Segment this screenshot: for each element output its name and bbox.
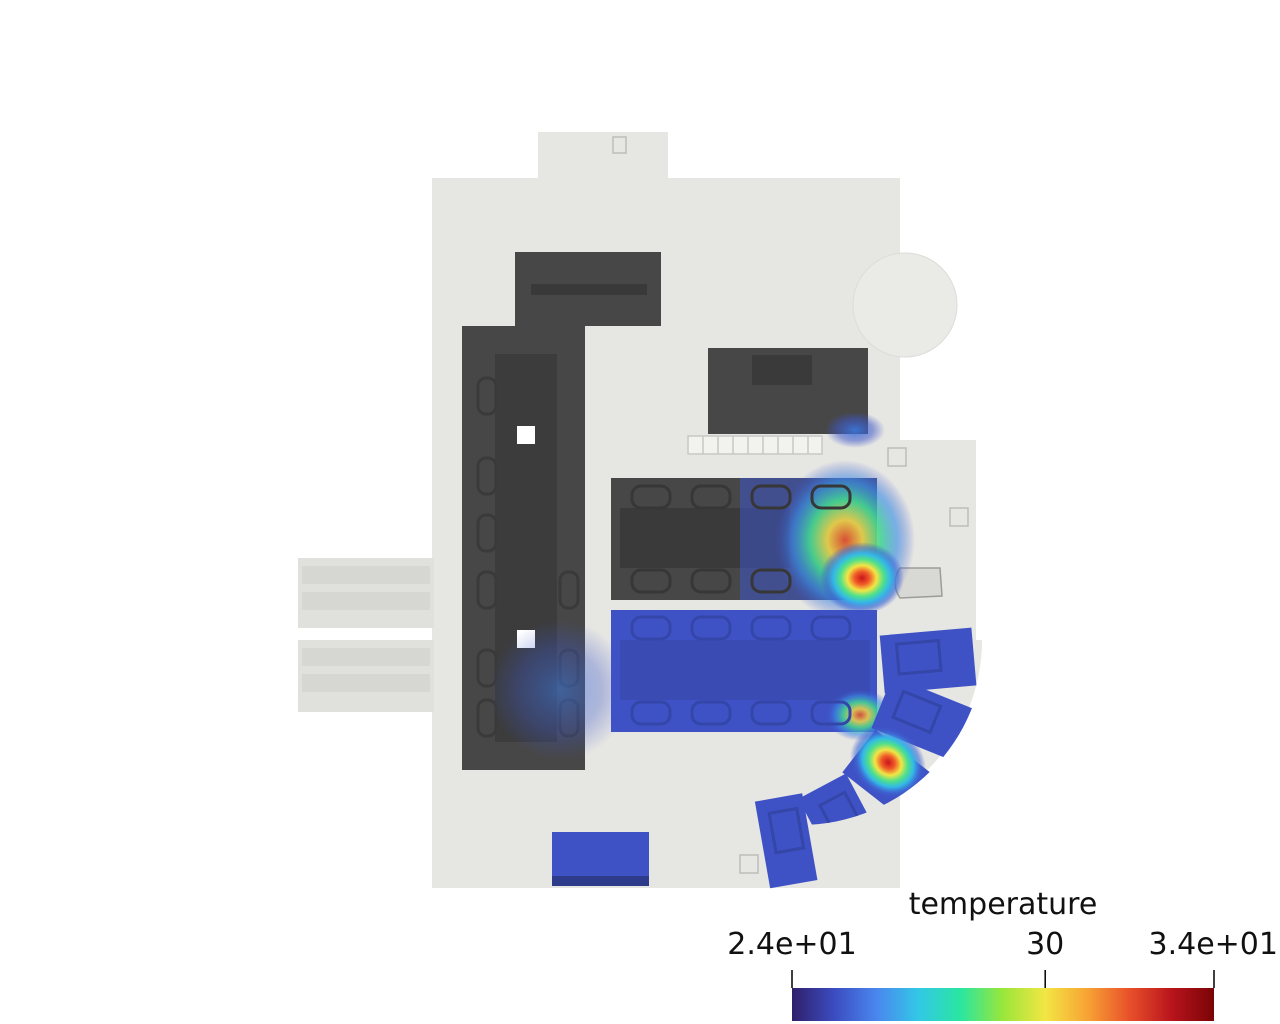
colorbar-gradient bbox=[792, 988, 1214, 1021]
conference-table-2 bbox=[611, 610, 894, 741]
radial-desk-2 bbox=[871, 676, 976, 762]
small-box bbox=[949, 507, 969, 527]
conference-table-1 bbox=[611, 460, 915, 620]
pillar bbox=[517, 426, 535, 444]
colorbar-min-label: 2.4e+01 bbox=[727, 927, 857, 962]
radial-desk-1 bbox=[879, 627, 977, 694]
radial-desks bbox=[798, 627, 977, 825]
left-workstation bbox=[462, 252, 661, 770]
radial-desk-5 bbox=[754, 793, 818, 889]
temp-region-cool bbox=[490, 620, 630, 760]
small-box bbox=[887, 447, 907, 467]
colorbar-max-label: 3.4e+01 bbox=[1148, 927, 1278, 962]
colorbar-title: temperature bbox=[908, 887, 1098, 922]
colorbar-mid-label: 30 bbox=[1026, 927, 1065, 962]
small-box bbox=[612, 136, 627, 154]
round-room bbox=[852, 252, 958, 358]
upper-right-cabinet bbox=[708, 348, 885, 448]
bottom-cabinet bbox=[552, 832, 649, 886]
radiator-grille bbox=[687, 435, 823, 455]
colorbar bbox=[791, 970, 1215, 1021]
small-box bbox=[739, 854, 759, 874]
